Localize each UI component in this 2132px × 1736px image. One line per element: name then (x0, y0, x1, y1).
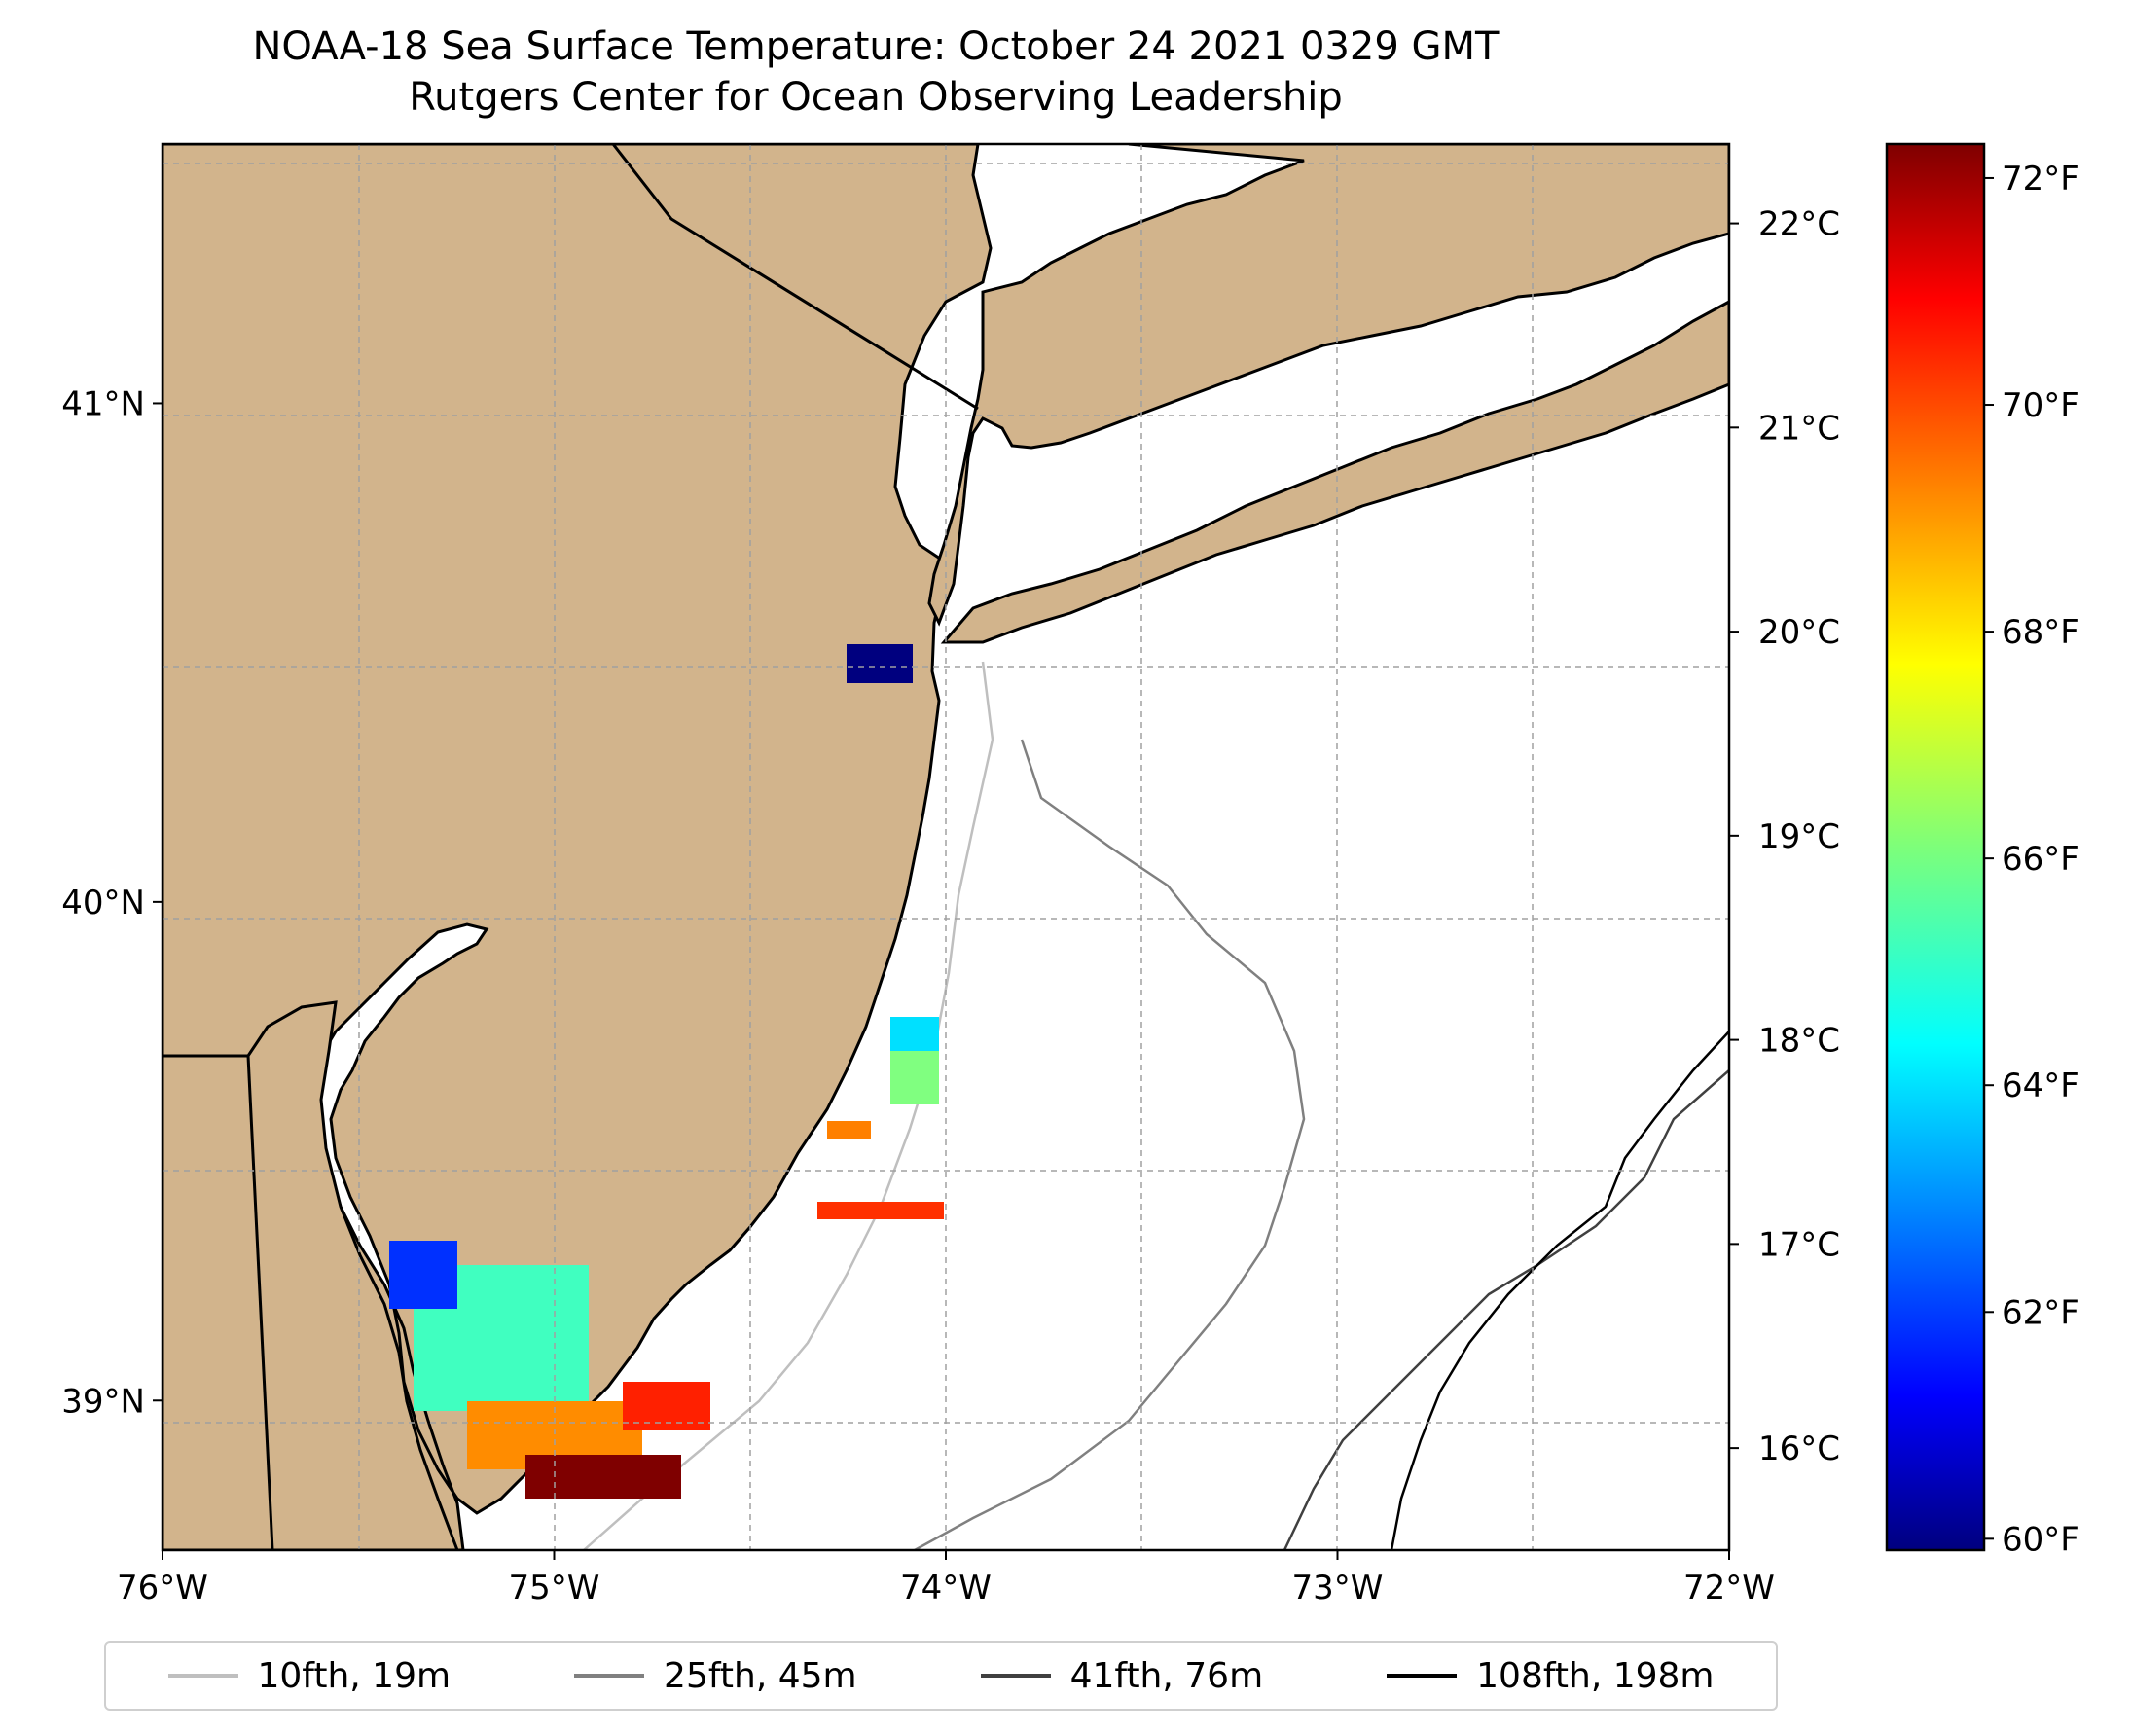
x-axis-ticks: 76°W 75°W 74°W 73°W 72°W (117, 1550, 1775, 1608)
colorbar-c-tick-label: 20°C (1758, 613, 1840, 652)
sst-patch-bay-blue (389, 1241, 457, 1309)
x-tick-label: 74°W (900, 1569, 992, 1608)
isobath-25fth (914, 739, 1306, 1550)
y-axis-ticks: 39°N 40°N 41°N (61, 384, 163, 1421)
legend-item-25fth: 25fth, 45m (574, 1656, 857, 1696)
colorbar-f-tick-label: 60°F (2002, 1520, 2079, 1559)
colorbar-f-tick-label: 70°F (2002, 386, 2079, 425)
colorbar-c-tick-label: 19°C (1758, 817, 1840, 856)
sst-patch-offshore-warm (817, 1202, 944, 1219)
legend-label-41fth: 41fth, 76m (1069, 1655, 1264, 1696)
sst-patch-small-warm (827, 1121, 871, 1139)
gridlines (163, 144, 1729, 1550)
colorbar-f-tick-label: 64°F (2002, 1067, 2079, 1105)
colorbar-c-tick-label: 18°C (1758, 1022, 1840, 1061)
colorbar-c-tick-label: 16°C (1758, 1429, 1840, 1468)
state-border-pa-de (246, 1055, 274, 1550)
legend-item-108fth: 108fth, 198m (1387, 1655, 1715, 1696)
y-tick-label: 41°N (61, 384, 145, 423)
isobath-10fth (583, 661, 994, 1550)
colorbar-c-tick-label: 21°C (1758, 409, 1840, 448)
land-delaware (163, 1000, 459, 1550)
legend-item-41fth: 41fth, 76m (980, 1655, 1264, 1696)
colorbar-f-tick-label: 68°F (2002, 613, 2079, 652)
colorbar-f-tick-label: 66°F (2002, 840, 2079, 879)
sst-patch-barnegat-green (890, 1051, 939, 1104)
colorbar-fahrenheit-ticks: 60°F 62°F 64°F 66°F 68°F 70°F 72°F (1984, 160, 2079, 1559)
isobath-41fth (1283, 1069, 1729, 1550)
x-tick-label: 75°W (509, 1569, 600, 1608)
y-tick-label: 40°N (61, 884, 145, 922)
sst-overlay (389, 644, 944, 1499)
colorbar-celsius-ticks: 16°C 17°C 18°C 19°C 20°C 21°C 22°C (1729, 205, 1840, 1468)
legend-swatch-108fth (1387, 1674, 1458, 1678)
colorbar-c-tick-label: 17°C (1758, 1225, 1840, 1264)
legend-swatch-10fth (167, 1674, 238, 1678)
colorbar (1885, 142, 1986, 1552)
sst-patch-bay-dark (525, 1455, 681, 1499)
colorbar-f-tick-label: 62°F (2002, 1293, 2079, 1332)
title-line-2: Rutgers Center for Ocean Observing Leade… (409, 75, 1343, 120)
x-tick-label: 76°W (117, 1569, 208, 1608)
land-long-island (940, 300, 1729, 644)
sst-patch-ny-harbor (847, 644, 913, 683)
legend-swatch-41fth (980, 1674, 1051, 1678)
legend-item-10fth: 10fth, 19m (167, 1655, 452, 1696)
isobath-legend: 10fth, 19m 25fth, 45m 41fth, 76m 108fth,… (104, 1641, 1778, 1711)
legend-swatch-25fth (574, 1674, 645, 1678)
legend-label-25fth: 25fth, 45m (664, 1655, 857, 1696)
title-line-1: NOAA-18 Sea Surface Temperature: October… (252, 24, 1500, 69)
x-tick-label: 73°W (1292, 1569, 1384, 1608)
y-tick-label: 39°N (61, 1382, 145, 1421)
state-border-ny-nj (611, 144, 979, 411)
land-new-york (927, 144, 1729, 627)
colorbar-f-tick-label: 72°F (2002, 160, 2079, 199)
legend-label-10fth: 10fth, 19m (257, 1655, 452, 1696)
legend-label-108fth: 108fth, 198m (1476, 1655, 1715, 1696)
x-tick-label: 72°W (1683, 1569, 1775, 1608)
chart-title: NOAA-18 Sea Surface Temperature: October… (0, 21, 1752, 123)
colorbar-c-tick-label: 22°C (1758, 205, 1840, 244)
